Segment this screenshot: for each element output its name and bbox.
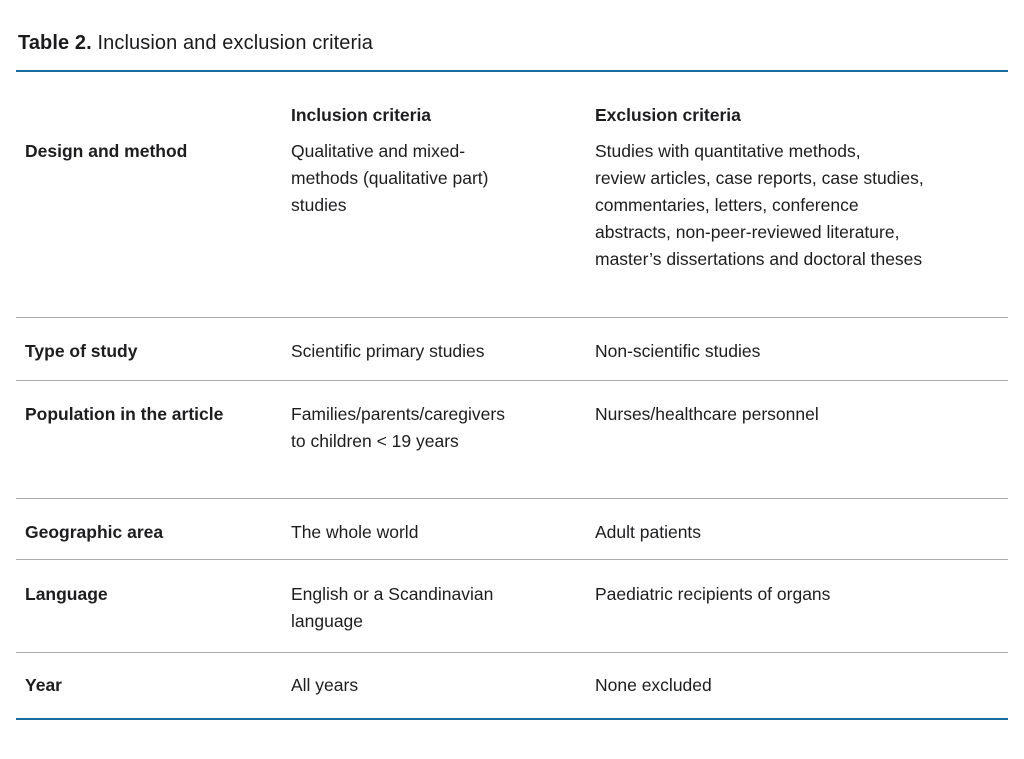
inclusion-cell: Qualitative and mixed- methods (qualitat… — [291, 141, 489, 215]
exclusion-cell: Nurses/healthcare personnel — [595, 404, 819, 424]
table-section-population: Population in the article Families/paren… — [16, 380, 1008, 498]
exclusion-cell: None excluded — [595, 675, 712, 695]
exclusion-cell: Studies with quantitative methods, revie… — [595, 141, 924, 269]
table-section-year: Year All years None excluded — [16, 652, 1008, 718]
table-row: Geographic area The whole world Adult pa… — [16, 519, 1008, 546]
table-row: Type of study Scientific primary studies… — [16, 338, 1008, 365]
row-label: Population in the article — [25, 404, 224, 424]
table-row: Population in the article Families/paren… — [16, 401, 1008, 455]
row-label: Geographic area — [25, 522, 164, 542]
table-caption-text: Inclusion and exclusion criteria — [97, 32, 374, 54]
table-caption: Table 2. Inclusion and exclusion criteri… — [18, 31, 1008, 55]
inclusion-cell: Families/parents/caregivers to children … — [291, 404, 505, 451]
table-section-design-and-method: Inclusion criteria Exclusion criteria De… — [16, 72, 1008, 317]
table-row: Language English or a Scandinavian langu… — [16, 581, 1008, 635]
row-label: Type of study — [25, 341, 138, 361]
table-row: Design and method Qualitative and mixed-… — [16, 138, 1008, 273]
criteria-table: Inclusion criteria Exclusion criteria De… — [16, 70, 1008, 720]
table-section-language: Language English or a Scandinavian langu… — [16, 559, 1008, 652]
inclusion-cell: English or a Scandinavian language — [291, 584, 494, 631]
inclusion-cell: The whole world — [291, 522, 419, 542]
inclusion-cell: Scientific primary studies — [291, 341, 485, 361]
inclusion-cell: All years — [291, 675, 359, 695]
table-caption-number: Table 2. — [18, 32, 92, 54]
column-header-exclusion: Exclusion criteria — [595, 105, 741, 125]
row-label: Design and method — [25, 141, 188, 161]
exclusion-cell: Adult patients — [595, 522, 702, 542]
table-header-row: Inclusion criteria Exclusion criteria — [16, 102, 1008, 129]
table-section-type-of-study: Type of study Scientific primary studies… — [16, 317, 1008, 380]
exclusion-cell: Paediatric recipients of organs — [595, 584, 831, 604]
column-header-inclusion: Inclusion criteria — [291, 105, 432, 125]
row-label: Year — [25, 675, 62, 695]
exclusion-cell: Non-scientific studies — [595, 341, 761, 361]
row-label: Language — [25, 584, 108, 604]
table-section-geographic-area: Geographic area The whole world Adult pa… — [16, 498, 1008, 559]
table-row: Year All years None excluded — [16, 672, 1008, 699]
